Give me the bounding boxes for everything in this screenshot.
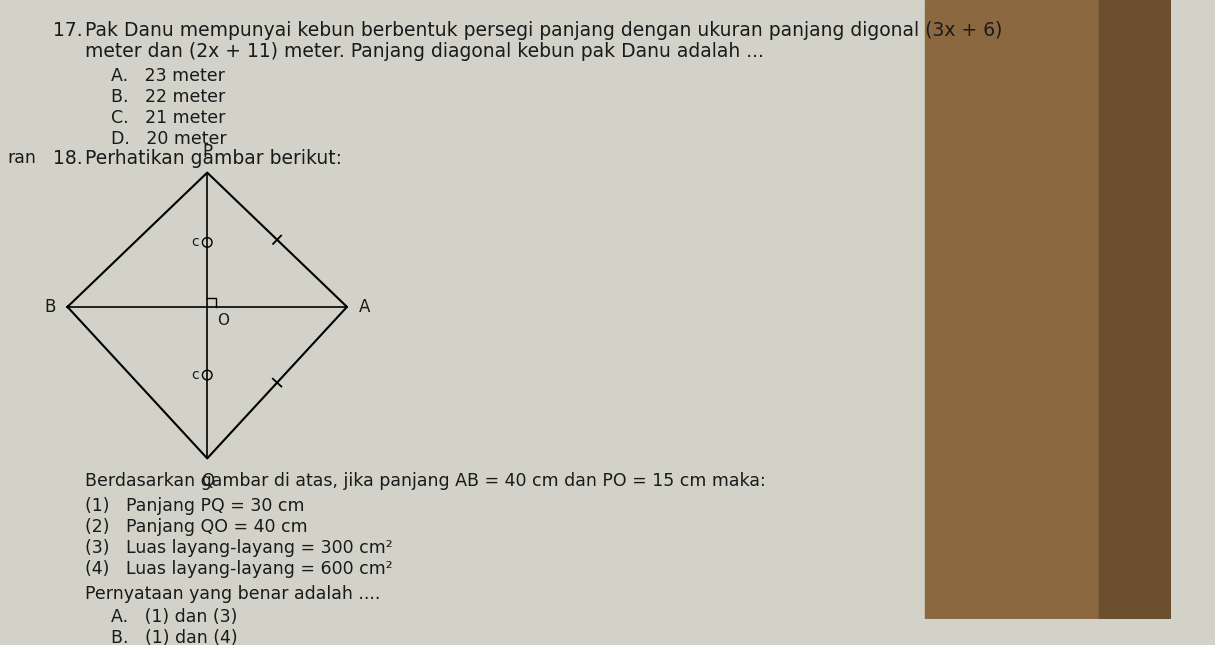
Text: O: O — [216, 313, 228, 328]
Text: Pernyataan yang benar adalah ....: Pernyataan yang benar adalah .... — [85, 585, 380, 603]
Text: (3)   Luas layang-layang = 300 cm²: (3) Luas layang-layang = 300 cm² — [85, 539, 392, 557]
Text: c: c — [191, 368, 198, 382]
Text: c: c — [191, 235, 198, 250]
Text: meter dan (2x + 11) meter. Panjang diagonal kebun pak Danu adalah ...: meter dan (2x + 11) meter. Panjang diago… — [85, 42, 764, 61]
Text: Pak Danu mempunyai kebun berbentuk persegi panjang dengan ukuran panjang di​gona: Pak Danu mempunyai kebun berbentuk perse… — [85, 21, 1002, 40]
Text: B: B — [45, 298, 56, 316]
Text: ran: ran — [7, 148, 36, 166]
Text: (4)   Luas layang-layang = 600 cm²: (4) Luas layang-layang = 600 cm² — [85, 560, 392, 578]
Text: (2)   Panjang QO = 40 cm: (2) Panjang QO = 40 cm — [85, 518, 307, 536]
Text: Berdasarkan gambar di atas, jika panjang AB = 40 cm dan PO = 15 cm maka:: Berdasarkan gambar di atas, jika panjang… — [85, 471, 765, 490]
Bar — [1098, 0, 1171, 619]
Text: A.   (1) dan (3): A. (1) dan (3) — [111, 608, 237, 626]
Text: Q: Q — [200, 471, 214, 490]
Text: (1)   Panjang PQ = 30 cm: (1) Panjang PQ = 30 cm — [85, 497, 304, 515]
Text: D.   20 meter: D. 20 meter — [111, 130, 226, 148]
Text: 18.: 18. — [53, 148, 83, 168]
Bar — [926, 0, 1171, 619]
Text: B.   (1) dan (4): B. (1) dan (4) — [111, 629, 237, 645]
Text: 17.: 17. — [53, 21, 83, 40]
Text: C.   21 meter: C. 21 meter — [111, 109, 225, 127]
Text: B.   22 meter: B. 22 meter — [111, 88, 225, 106]
Text: A.   23 meter: A. 23 meter — [111, 67, 225, 85]
Text: A: A — [358, 298, 369, 316]
Text: Perhatikan gambar berikut:: Perhatikan gambar berikut: — [85, 148, 341, 168]
Text: P: P — [202, 143, 213, 161]
